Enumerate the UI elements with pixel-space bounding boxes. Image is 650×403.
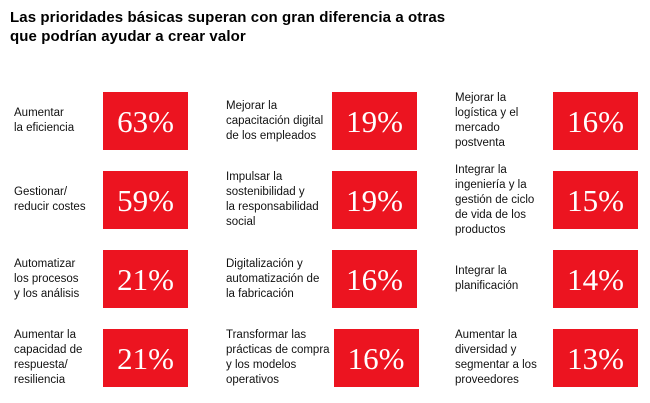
priority-item: Aumentar la capacidad de respuesta/ resi… bbox=[14, 329, 188, 387]
priority-item: Impulsar la sostenibilidad y la responsa… bbox=[226, 171, 417, 229]
priority-label: Aumentar la capacidad de respuesta/ resi… bbox=[14, 329, 83, 386]
priority-value: 59% bbox=[117, 182, 174, 218]
priority-label: Mejorar la capacitación digital de los e… bbox=[226, 99, 324, 142]
priority-value-box: 13% bbox=[553, 329, 638, 387]
priority-value: 15% bbox=[567, 182, 624, 218]
priority-value-box: 14% bbox=[553, 250, 638, 308]
priority-item: Digitalización y automatización de la fa… bbox=[226, 250, 417, 308]
priorities-infographic: Las prioridades básicas superan con gran… bbox=[0, 8, 650, 403]
priority-value: 19% bbox=[346, 103, 403, 139]
priority-label: Transformar las prácticas de compra y lo… bbox=[226, 329, 330, 386]
priority-label: Aumentar la eficiencia bbox=[14, 107, 75, 134]
priority-label: Digitalización y automatización de la fa… bbox=[226, 257, 320, 300]
priority-item: Gestionar/ reducir costes 59% bbox=[14, 171, 188, 229]
priority-label: Aumentar la diversidad y segmentar a los… bbox=[455, 329, 537, 386]
priority-item: Integrar la ingeniería y la gestión de c… bbox=[455, 164, 638, 236]
priority-value-box: 16% bbox=[332, 250, 417, 308]
priority-item: Mejorar la logística y el mercado postve… bbox=[455, 92, 638, 150]
priority-value: 63% bbox=[117, 103, 174, 139]
priority-label: Integrar la planificación bbox=[455, 265, 519, 292]
priority-value-box: 59% bbox=[103, 171, 188, 229]
priority-label: Gestionar/ reducir costes bbox=[14, 186, 86, 213]
priority-item: Mejorar la capacitación digital de los e… bbox=[226, 92, 417, 150]
priority-value: 21% bbox=[117, 340, 174, 376]
priority-value-box: 21% bbox=[103, 250, 188, 308]
priority-label: Integrar la ingeniería y la gestión de c… bbox=[455, 163, 535, 236]
priority-label: Impulsar la sostenibilidad y la responsa… bbox=[226, 171, 319, 228]
priority-value: 19% bbox=[346, 182, 403, 218]
priority-item: Aumentar la diversidad y segmentar a los… bbox=[455, 329, 638, 387]
page-title: Las prioridades básicas superan con gran… bbox=[10, 9, 446, 45]
priority-value-box: 16% bbox=[333, 329, 419, 387]
priority-value: 16% bbox=[346, 261, 403, 297]
priority-value-box: 63% bbox=[103, 92, 188, 150]
priority-item: Automatizar los procesos y los análisis … bbox=[14, 250, 188, 308]
priority-item: Aumentar la eficiencia 63% bbox=[14, 92, 188, 150]
priority-value-box: 19% bbox=[332, 92, 417, 150]
priority-item: Transformar las prácticas de compra y lo… bbox=[226, 329, 419, 387]
priority-value: 21% bbox=[117, 261, 174, 297]
priority-item: Integrar la planificación 14% bbox=[455, 250, 638, 308]
priorities-grid: Aumentar la eficiencia 63% Mejorar la ca… bbox=[14, 92, 650, 387]
priority-label: Mejorar la logística y el mercado postve… bbox=[455, 92, 519, 149]
priority-value: 13% bbox=[567, 340, 624, 376]
priority-value-box: 16% bbox=[553, 92, 638, 150]
priority-value-box: 21% bbox=[103, 329, 188, 387]
priority-value: 16% bbox=[567, 103, 624, 139]
priority-label: Automatizar los procesos y los análisis bbox=[14, 257, 80, 300]
priority-value: 14% bbox=[567, 261, 624, 297]
priority-value-box: 19% bbox=[332, 171, 417, 229]
priority-value-box: 15% bbox=[553, 171, 638, 229]
priority-value: 16% bbox=[347, 340, 405, 376]
